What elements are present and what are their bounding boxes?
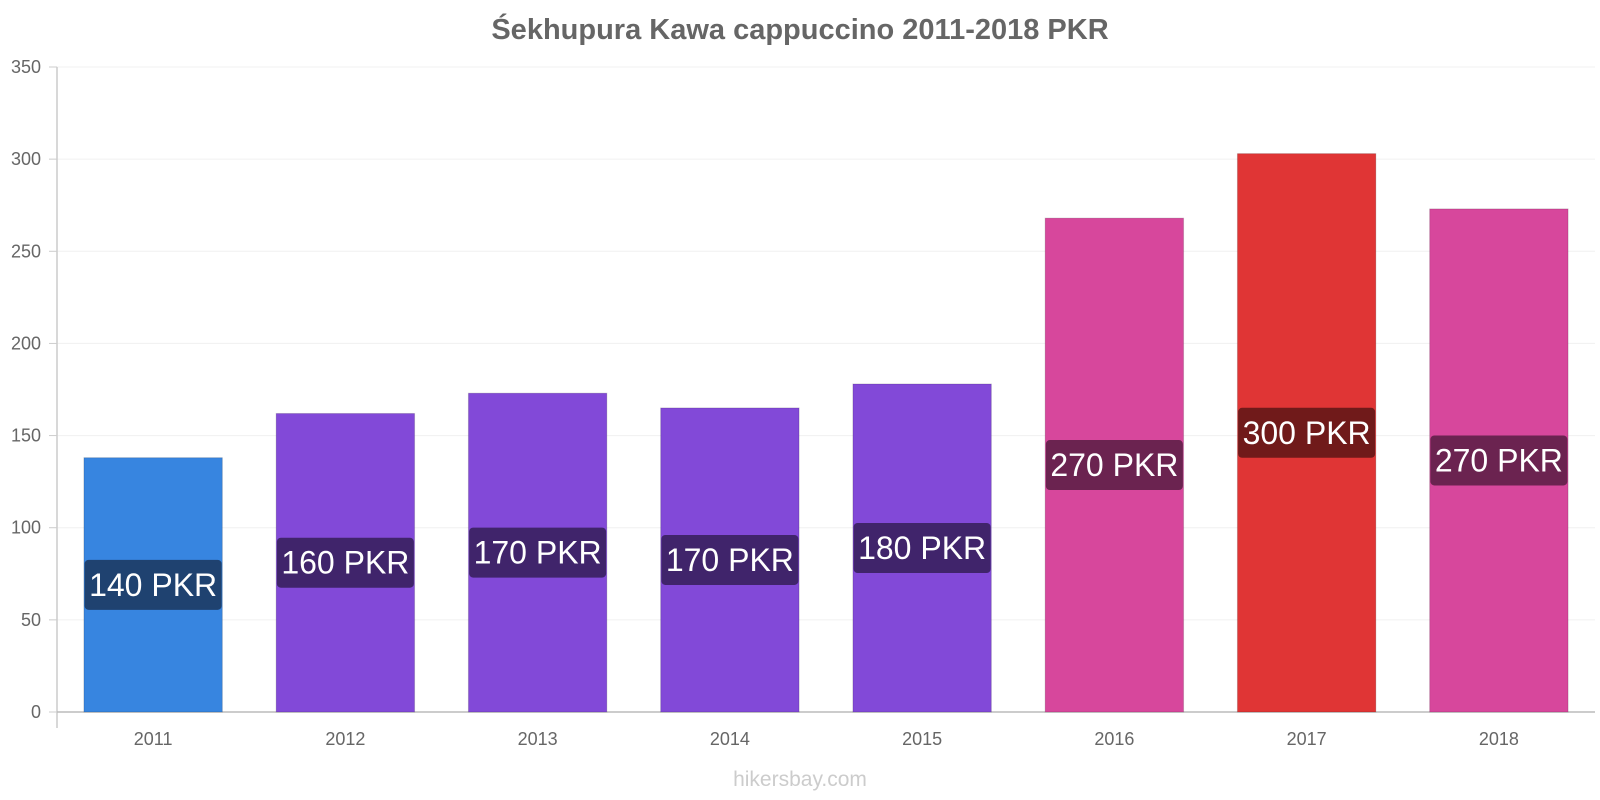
y-tick-label: 50 xyxy=(21,610,41,630)
x-tick-label: 2018 xyxy=(1479,729,1519,749)
axes: 0 50 100 150 200 250 300 350 2011 2012 2013 2014 201… xyxy=(11,57,1595,749)
data-label: 270 PKR xyxy=(1050,447,1178,483)
y-tick-label: 0 xyxy=(31,702,41,722)
watermark: hikersbay.com xyxy=(733,768,867,791)
y-tick-label: 100 xyxy=(11,518,41,538)
data-label: 270 PKR xyxy=(1435,442,1563,478)
data-label: 300 PKR xyxy=(1243,415,1371,451)
data-label: 170 PKR xyxy=(666,542,794,578)
chart-title: Śekhupura Kawa cappuccino 2011-2018 PKR xyxy=(491,14,1109,46)
x-tick-label: 2016 xyxy=(1094,729,1134,749)
x-tick-label: 2014 xyxy=(710,729,750,749)
data-label: 170 PKR xyxy=(474,535,602,571)
data-label-background xyxy=(853,522,991,573)
data-label-background xyxy=(276,537,414,588)
data-label-background xyxy=(1238,407,1376,458)
y-tick-label: 150 xyxy=(11,426,41,446)
data-label: 180 PKR xyxy=(858,530,986,566)
x-tick-label: 2015 xyxy=(902,729,942,749)
y-tick-label: 350 xyxy=(11,57,41,77)
x-tick-label: 2011 xyxy=(134,729,173,749)
data-label-background xyxy=(84,559,222,610)
data-label-background xyxy=(1430,435,1568,486)
x-tick-label: 2017 xyxy=(1287,729,1327,749)
data-label-background xyxy=(661,534,799,585)
x-tick-label: 2012 xyxy=(325,729,365,749)
y-tick-label: 300 xyxy=(11,149,41,169)
y-tick-label: 250 xyxy=(11,241,41,261)
y-tick-label: 200 xyxy=(11,333,41,353)
data-label: 140 PKR xyxy=(89,567,217,603)
data-label: 160 PKR xyxy=(281,545,409,581)
data-label-background xyxy=(469,527,607,578)
x-tick-label: 2013 xyxy=(518,729,558,749)
data-labels: 140 PKR 160 PKR 170 PKR 170 PKR 180 PKR 270 P… xyxy=(84,407,1568,610)
data-label-background xyxy=(1045,440,1183,491)
